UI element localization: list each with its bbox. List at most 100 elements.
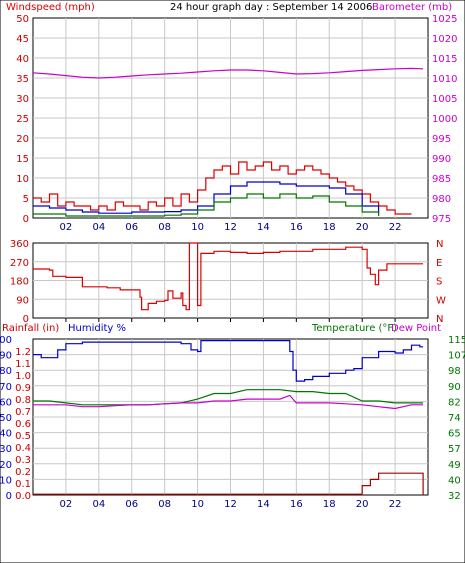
temperature-tick-label: 40 [448, 475, 461, 486]
humidity-line [33, 340, 424, 382]
rainfall-tick-label: 1.2 [15, 347, 31, 358]
humidity-tick-label: 80 [0, 366, 12, 377]
x-tick-label: 14 [257, 222, 270, 233]
rainfall-tick-label: 0.5 [15, 431, 31, 442]
humidity-tick-label: 50 [0, 413, 12, 424]
temperature-axis-label: Temperature (°F) [311, 323, 397, 334]
wind-speed-line [33, 193, 380, 217]
x-tick-label: 18 [323, 222, 336, 233]
x-tick-label: 06 [125, 499, 138, 510]
barometer-tick-label: 1025 [432, 14, 457, 25]
x-tick-label: 02 [60, 222, 73, 233]
windspeed-tick-label: 10 [16, 174, 29, 185]
barometer-tick-label: 1020 [432, 34, 457, 45]
temperature-tick-label: 115 [448, 335, 465, 346]
windspeed-tick-label: 20 [16, 134, 29, 145]
temperature-tick-label: 82 [448, 397, 461, 408]
humidity-tick-label: 40 [0, 429, 12, 440]
humidity-tick-label: 10 [0, 475, 12, 486]
windspeed-tick-label: 25 [16, 114, 29, 125]
direction-tick-label: 90 [16, 295, 29, 306]
compass-tick-label: W [436, 295, 446, 306]
temperature-tick-label: 74 [448, 413, 461, 424]
windspeed-axis-label: Windspeed (mph) [6, 2, 95, 13]
barometer-tick-label: 975 [432, 214, 451, 225]
wind-direction-line [33, 242, 424, 311]
rainfall-tick-label: 0.7 [15, 407, 31, 418]
x-tick-label: 16 [290, 499, 303, 510]
humidity-axis-label: Humidity % [68, 323, 126, 334]
direction-tick-label: 180 [10, 277, 29, 288]
x-tick-label: 04 [92, 499, 105, 510]
rainfall-tick-label: 0.2 [15, 467, 31, 478]
barometer-axis-label: Barometer (mb) [372, 2, 452, 13]
compass-tick-label: E [436, 258, 442, 269]
dew-point-line [33, 394, 424, 410]
windspeed-tick-label: 15 [16, 154, 29, 165]
temperature-tick-label: 49 [448, 460, 461, 471]
temperature-tick-label: 32 [448, 491, 461, 502]
x-tick-label: 22 [389, 222, 402, 233]
temperature-tick-label: 90 [448, 382, 461, 393]
barometer-tick-label: 995 [432, 134, 451, 145]
rainfall-tick-label: 0.6 [15, 419, 31, 430]
x-tick-label: 22 [389, 499, 402, 510]
rainfall-line [33, 472, 424, 495]
windspeed-tick-label: 30 [16, 94, 29, 105]
humidity-tick-label: 60 [0, 397, 12, 408]
compass-tick-label: N [436, 314, 443, 325]
rainfall-tick-label: 0.3 [15, 455, 31, 466]
barometer-tick-label: 1010 [432, 74, 457, 85]
windspeed-tick-label: 0 [23, 214, 29, 225]
rainfall-tick-label: 0.8 [15, 395, 31, 406]
x-tick-label: 04 [92, 222, 105, 233]
temperature-tick-label: 98 [448, 366, 461, 377]
x-tick-label: 08 [158, 222, 171, 233]
compass-tick-label: N [436, 239, 443, 250]
dew-point-axis-label: Dew Point [391, 323, 441, 334]
humidity-tick-label: 20 [0, 460, 12, 471]
windspeed-tick-label: 35 [16, 74, 29, 85]
temperature-tick-label: 57 [448, 444, 461, 455]
barometer-tick-label: 1005 [432, 94, 457, 105]
temperature-tick-label: 107 [448, 351, 465, 362]
barometer-tick-label: 1000 [432, 114, 457, 125]
humidity-tick-label: 30 [0, 444, 12, 455]
x-tick-label: 18 [323, 499, 336, 510]
humidity-tick-label: 70 [0, 382, 12, 393]
barometer-tick-label: 1015 [432, 54, 457, 65]
windspeed-tick-label: 45 [16, 34, 29, 45]
x-tick-label: 02 [60, 499, 73, 510]
x-tick-label: 08 [158, 499, 171, 510]
x-tick-label: 16 [290, 222, 303, 233]
rainfall-tick-label: 0.9 [15, 383, 31, 394]
barometer-tick-label: 980 [432, 194, 451, 205]
humidity-tick-label: 90 [0, 351, 12, 362]
x-tick-label: 10 [191, 222, 204, 233]
x-tick-label: 10 [191, 499, 204, 510]
rainfall-tick-label: 0.1 [15, 479, 31, 490]
rainfall-tick-label: 0.0 [15, 491, 31, 502]
rain-humidity-temperature-panel: 0 10 20 30 40 50 60 70 80 90 100 0.00.10.20.30.40.5… [0, 335, 465, 510]
direction-tick-label: 360 [10, 239, 29, 250]
barometer-tick-label: 990 [432, 154, 451, 165]
windspeed-tick-label: 5 [23, 194, 29, 205]
wind-barometer-panel: 0510152025303540455097598098599099510001… [16, 14, 457, 233]
barometer-tick-label: 985 [432, 174, 451, 185]
x-tick-label: 12 [224, 499, 237, 510]
windspeed-tick-label: 40 [16, 54, 29, 65]
x-tick-label: 06 [125, 222, 138, 233]
wind-gust-line [33, 161, 412, 215]
barometer-line [32, 67, 424, 79]
x-tick-label: 20 [356, 222, 369, 233]
direction-tick-label: 270 [10, 258, 29, 269]
temperature-tick-label: 65 [448, 429, 461, 440]
compass-tick-label: S [436, 277, 442, 288]
humidity-tick-label: 100 [0, 335, 12, 346]
rainfall-tick-label: 1.1 [15, 359, 31, 370]
x-tick-label: 14 [257, 499, 270, 510]
direction-tick-label: 0 [23, 314, 29, 325]
rainfall-tick-label: 1.0 [15, 371, 31, 382]
